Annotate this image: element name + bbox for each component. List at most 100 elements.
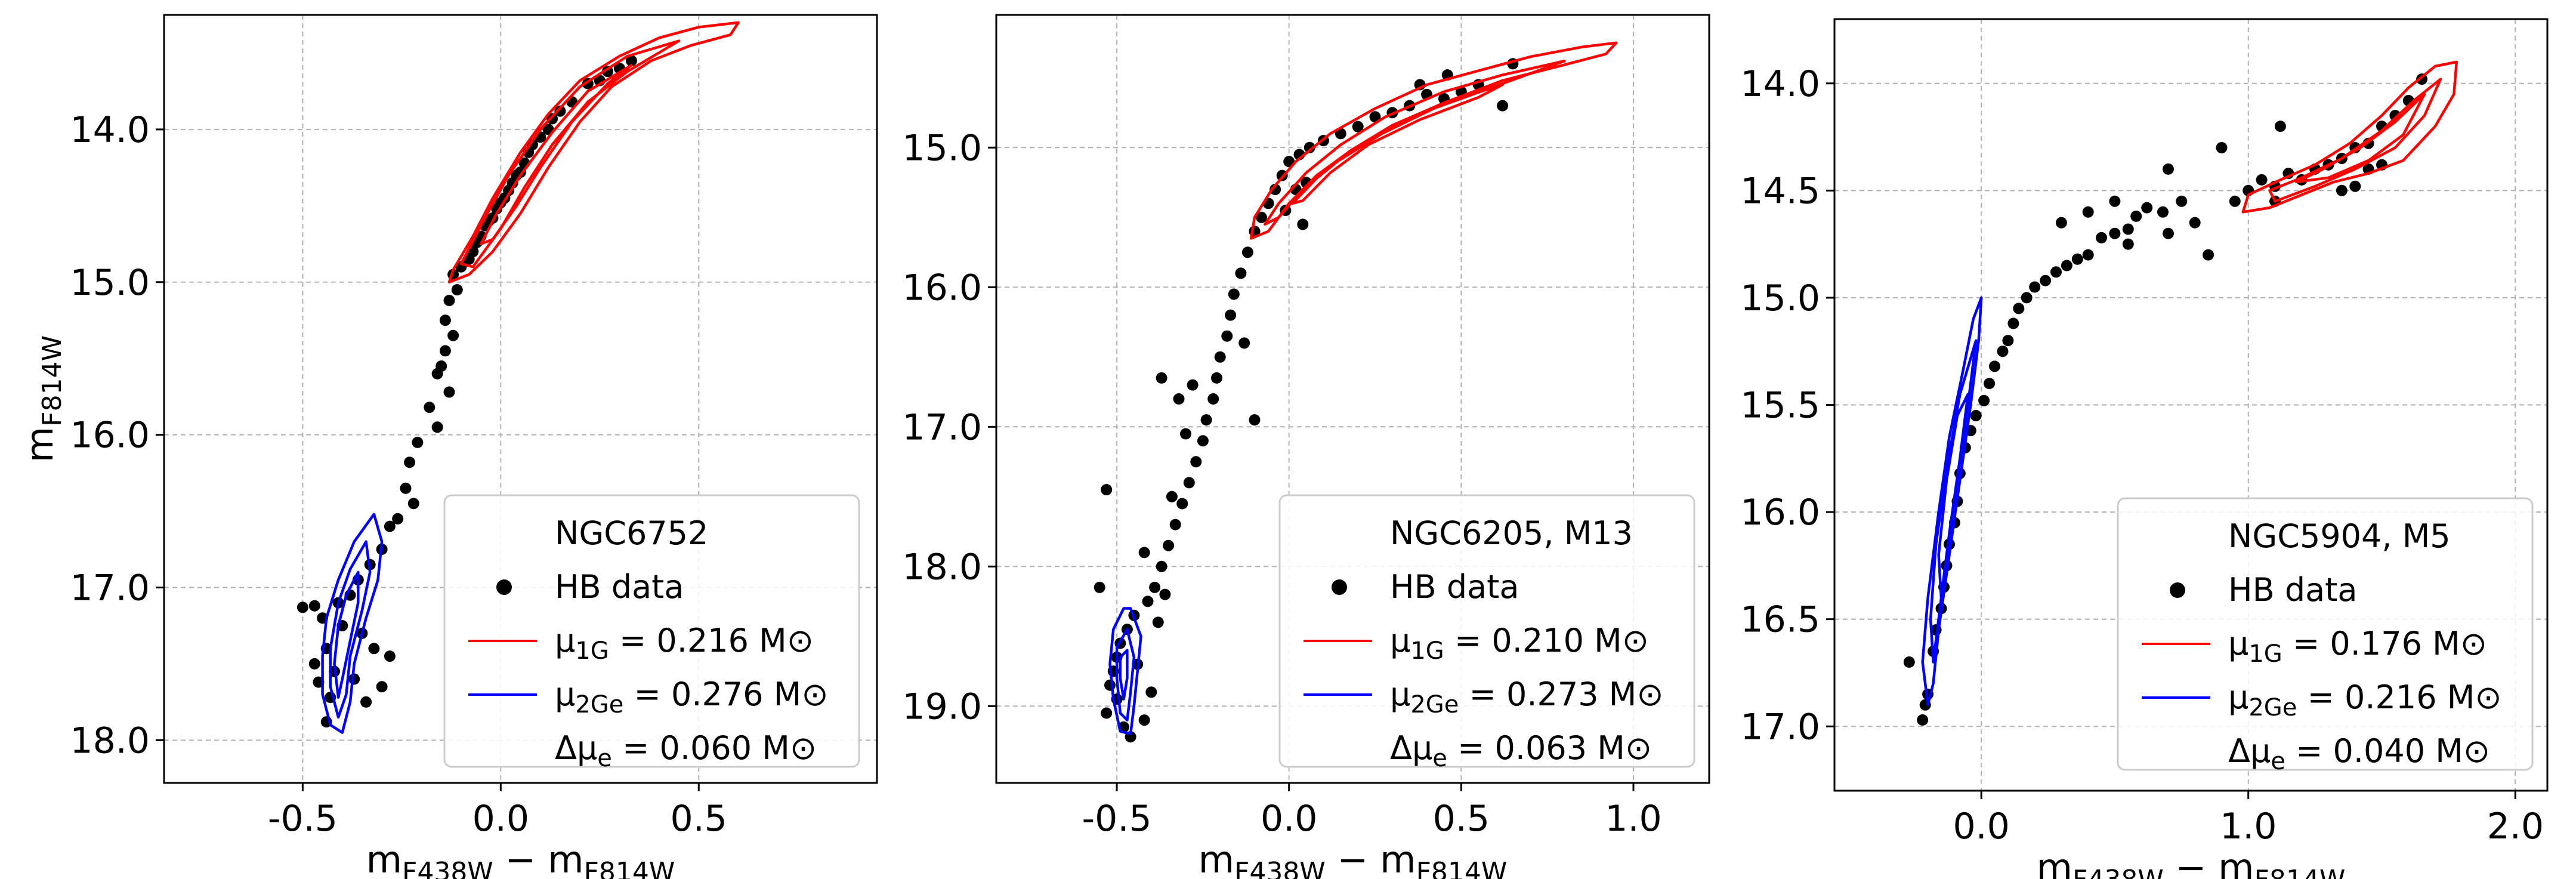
hb-data-point [443,386,455,398]
x-axis-label: mF438W − mF814W [2037,846,2346,879]
hb-data-point [368,643,380,655]
hb-data-point [2122,238,2134,250]
y-tick-label: 14.0 [70,109,150,151]
hb-data-point [1159,588,1171,600]
hb-data-point [1094,581,1105,593]
x-tick-label: -0.5 [1082,798,1152,840]
y-tick-label: 17.0 [70,567,150,609]
legend-entry: μ1G = 0.210 M⊙ [1390,622,1649,665]
hb-data-point [1497,100,1509,112]
x-tick-label: 1.0 [2220,806,2277,847]
y-tick-label: 14.5 [1740,170,1820,212]
hb-data-point [491,203,503,215]
hb-data-point [2189,217,2201,229]
legend-entry-tail: = 0.176 M⊙ [2282,625,2487,662]
hb-data-point [1138,714,1150,726]
hb-data-point [1241,246,1253,258]
legend-entry: Δμe = 0.040 M⊙ [2228,732,2490,775]
hb-data-point [1207,393,1219,405]
hb-data-point [2349,180,2361,192]
legend-entry-sub: 1G [575,637,609,665]
plot-area [296,21,740,734]
panel-ngc5904: 0.0 1.0 2.0 14.0 14.5 15.0 15.5 16.0 16.5 17.0 mF4… [1740,18,2549,879]
legend-entry-sub: 2Ge [2248,694,2297,721]
legend-entry-tail: = 0.216 M⊙ [609,622,814,659]
hb-data-point [1145,686,1157,698]
hb-data-point [1297,218,1309,230]
y-tick-label: 17.0 [902,406,982,448]
hb-data-point [360,696,372,708]
hb-data-point [1190,456,1202,468]
hb-data-point [2336,184,2348,196]
mu2ge-contour [321,513,384,734]
hb-data-point [1169,519,1181,531]
hb-data-point [2256,174,2268,186]
hb-data-point [1997,346,2009,357]
hb-data-point [2203,249,2214,261]
y-tick-label: 16.5 [1740,599,1820,641]
legend-entry-base: HB data [1390,568,1519,606]
legend-entry-base: μ [555,676,575,713]
x-tick-label: 1.0 [1605,798,1661,840]
hb-data-point [1197,435,1209,447]
x-tick-label: -0.5 [268,798,338,840]
legend-entry-base: HB data [2228,571,2357,609]
hb-data-point [1235,267,1247,279]
hb-data-point [2176,195,2188,207]
legend-entry-base: Δμ [1390,729,1432,767]
hb-data-point [1917,714,1929,726]
y-tick-label: 15.5 [1740,385,1820,427]
plot-area [1903,60,2458,726]
legend-entry-tail: = 0.040 M⊙ [2285,732,2490,770]
hb-data-point [1304,141,1315,153]
hb-data-point [384,520,396,532]
mu2ge-contour [1921,296,1983,707]
legend-marker [1332,579,1347,595]
x-tick-label: 0.0 [1261,798,1317,840]
y-tick-label: 15.0 [1740,277,1820,319]
hb-data-point [1984,378,1996,390]
mu1g-contour [2268,78,2442,203]
hb-data-point [2157,206,2169,218]
mu2ge-contour [1937,393,1970,599]
hb-data-point [412,436,424,448]
legend-marker [496,579,512,595]
hb-data-point [404,457,416,468]
hb-data-point [439,345,451,357]
y-axis-label: mF814W [18,335,67,462]
hb-data-point [1978,394,1990,406]
hb-data-point [2061,260,2072,272]
hb-data-point [308,658,320,670]
legend-entry-sub: 1G [1410,637,1444,665]
hb-data-point [384,650,396,662]
hb-data-point [1156,372,1167,384]
hb-data-point [554,105,566,117]
hb-data-point [443,295,455,306]
mu2ge-contour [1119,649,1129,701]
hb-data-point [296,602,308,613]
x-tick-label: 0.5 [1433,798,1490,840]
x-tick-label: 0.0 [1953,806,2009,847]
hb-data-point [1970,410,1982,421]
hb-data-point [1142,596,1154,607]
y-tick-label: 16.0 [1740,492,1820,533]
mu2ge-contour [1108,607,1142,736]
hb-data-point [1211,372,1222,384]
hb-data-point [2163,163,2174,175]
hb-data-point [1200,414,1212,426]
legend-entry-tail: = 0.273 M⊙ [1459,676,1663,713]
hb-data-point [1104,679,1116,691]
hb-data-point [1166,491,1178,502]
legend-entry: HB data [2228,571,2357,609]
hb-data-point [1256,211,1267,223]
legend-entry-base: μ [2228,678,2248,716]
hb-data-point [1221,330,1233,342]
hb-data-point [1176,498,1188,510]
legend-entry-sub: 2Ge [575,691,623,718]
hb-data-point [1903,656,1915,668]
hb-data-point [1214,351,1226,363]
hb-data-point [1138,547,1150,559]
